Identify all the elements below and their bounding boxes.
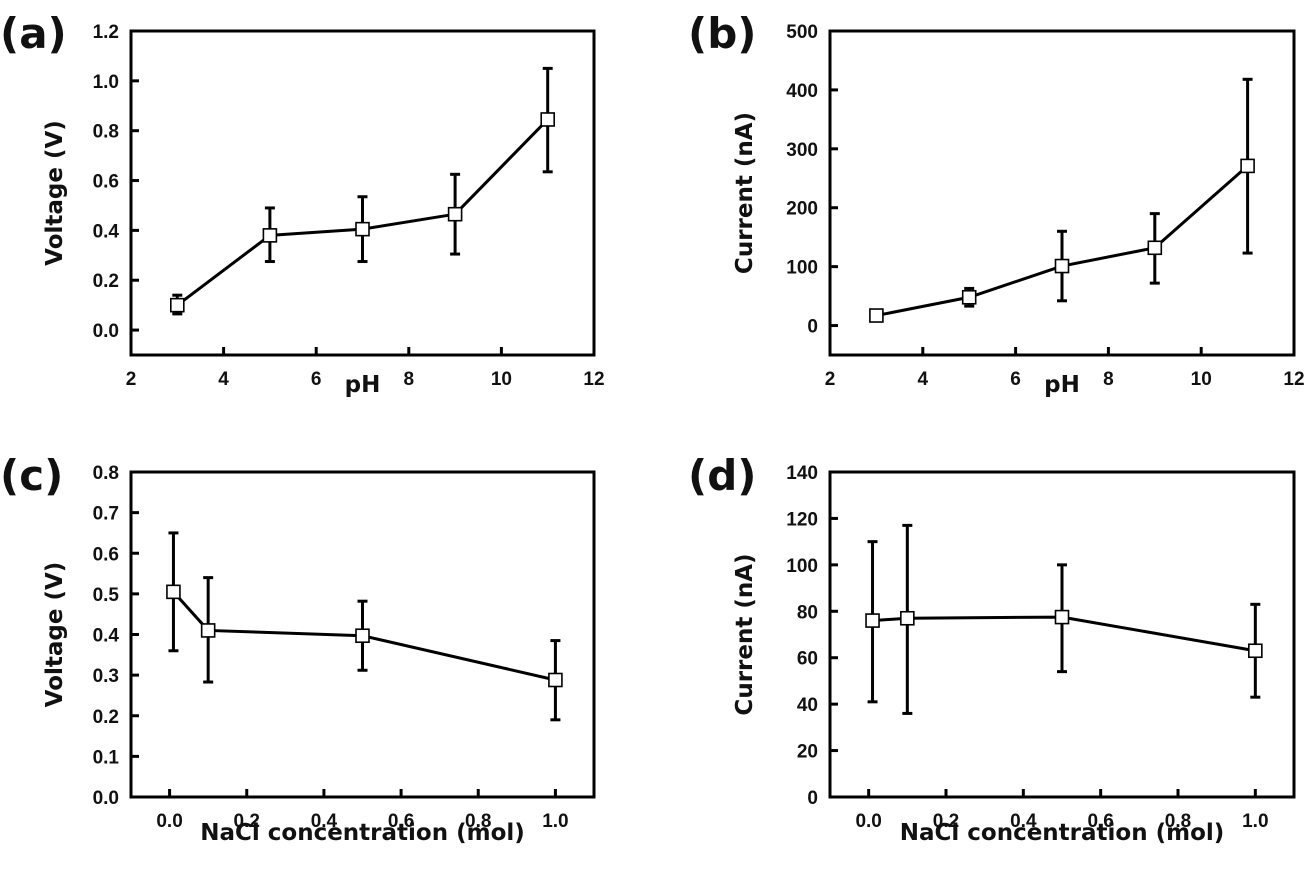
data-point — [355, 221, 370, 237]
data-point — [548, 672, 563, 688]
x-axis-title: NaCl concentration (mol) — [900, 820, 1225, 846]
y-axis-title: Voltage (V) — [42, 562, 68, 708]
y-tick-label: 20 — [797, 742, 818, 763]
y-tick-label: 100 — [786, 556, 818, 577]
y-tick-label: 0.0 — [93, 321, 119, 342]
data-point — [1248, 643, 1263, 659]
x-tick-label: 6 — [311, 369, 322, 390]
x-tick-label: 0.0 — [156, 811, 182, 832]
plot-frame — [129, 29, 596, 357]
chart-panel-c: (c) 0.0 0.2 0.4 0.6 0.8 1.0 0.0 0.1 0.2 0.3 0.4 0.5 0… — [0, 451, 596, 846]
data-point — [170, 297, 185, 313]
y-axis-title: Voltage (V) — [42, 120, 68, 266]
y-axis-title: Current (nA) — [732, 553, 758, 715]
y-tick-label: 0.8 — [93, 122, 119, 143]
x-tick-label: 0.4 — [311, 811, 338, 832]
x-tick-label: 6 — [1010, 369, 1021, 390]
chart-panel-d: (d) 0.0 0.2 0.4 0.6 0.8 1.0 0 20 40 60 80 100 120 140 N… — [688, 451, 1296, 846]
y-tick-label: 120 — [786, 509, 818, 530]
y-tick-label: 100 — [786, 258, 818, 279]
y-tick-label: 0.5 — [93, 585, 120, 606]
y-tick-label: 300 — [786, 140, 818, 161]
chart-panel-b: (b) 2 4 6 8 10 12 0 100 200 300 400 500 pH Current (nA… — [688, 9, 1305, 398]
x-tick-label: 10 — [491, 369, 512, 390]
chart-panel-a: (a) 2 4 6 8 10 12 0.0 0.2 0.4 0.6 0.8 1.0 1.2 pH Voltag… — [0, 9, 605, 398]
y-tick-label: 0.8 — [93, 463, 119, 484]
x-axis-title: pH — [345, 372, 381, 398]
y-tick-label: 0 — [807, 788, 818, 809]
data-point — [1054, 609, 1070, 625]
x-tick-label: 0.8 — [1165, 811, 1191, 832]
y-tick-label: 0.0 — [93, 788, 119, 809]
x-tick-label: 2 — [825, 369, 836, 390]
data-point — [1240, 158, 1255, 174]
panel-label: (b) — [688, 9, 756, 58]
y-tick-label: 0.1 — [93, 747, 120, 768]
x-tick-label: 12 — [583, 369, 604, 390]
y-tick-label: 400 — [786, 81, 818, 102]
x-tick-label: 12 — [1283, 369, 1304, 390]
y-tick-label: 0.6 — [93, 544, 119, 565]
y-tick-label: 0.4 — [93, 221, 120, 242]
x-tick-label: 0.2 — [234, 811, 260, 832]
data-point — [869, 308, 884, 323]
x-tick-label: 8 — [404, 369, 415, 390]
y-tick-label: 140 — [786, 463, 818, 484]
y-tick-label: 0.3 — [93, 666, 119, 687]
x-tick-label: 4 — [918, 369, 929, 390]
panel-label: (d) — [688, 451, 756, 500]
y-tick-label: 500 — [786, 22, 818, 43]
x-tick-label: 1.0 — [1242, 811, 1268, 832]
data-point — [865, 613, 880, 628]
data-point — [1054, 258, 1070, 274]
data-point — [262, 228, 278, 243]
x-tick-label: 2 — [126, 369, 137, 390]
y-tick-label: 0 — [807, 317, 818, 338]
plot-frame — [828, 470, 1296, 799]
y-tick-label: 0.2 — [93, 271, 119, 292]
data-point — [355, 628, 370, 644]
y-tick-label: 0.6 — [93, 172, 119, 193]
data-point — [961, 289, 977, 305]
panel-label: (c) — [0, 451, 63, 500]
plot-frame — [828, 29, 1296, 357]
data-point — [540, 112, 556, 127]
x-tick-label: 0.6 — [388, 811, 414, 832]
data-point — [200, 623, 216, 638]
data-point — [1147, 240, 1163, 256]
y-tick-label: 40 — [797, 695, 818, 716]
x-tick-label: 0.4 — [1010, 811, 1037, 832]
x-tick-label: 10 — [1191, 369, 1212, 390]
y-tick-label: 0.2 — [93, 707, 119, 728]
y-tick-label: 0.7 — [93, 504, 119, 525]
series-line — [172, 590, 556, 682]
y-tick-label: 0.4 — [93, 626, 120, 647]
series-line — [872, 615, 1256, 653]
x-axis-title: pH — [1044, 372, 1080, 398]
y-axis-title: Current (nA) — [732, 112, 758, 274]
x-tick-label: 0.2 — [933, 811, 959, 832]
y-tick-label: 60 — [797, 649, 818, 670]
y-tick-label: 1.2 — [93, 22, 119, 43]
x-tick-label: 8 — [1103, 369, 1114, 390]
x-tick-label: 0.0 — [855, 811, 881, 832]
data-point — [900, 610, 915, 626]
y-tick-label: 200 — [786, 199, 818, 220]
x-tick-label: 1.0 — [542, 811, 568, 832]
x-tick-label: 0.8 — [465, 811, 491, 832]
data-point — [447, 206, 463, 222]
panel-label: (a) — [0, 9, 67, 58]
x-tick-label: 0.6 — [1087, 811, 1113, 832]
y-tick-label: 80 — [797, 602, 818, 623]
y-tick-label: 1.0 — [93, 72, 119, 93]
x-tick-label: 4 — [218, 369, 229, 390]
data-point — [166, 584, 181, 600]
x-axis-title: NaCl concentration (mol) — [200, 820, 525, 846]
